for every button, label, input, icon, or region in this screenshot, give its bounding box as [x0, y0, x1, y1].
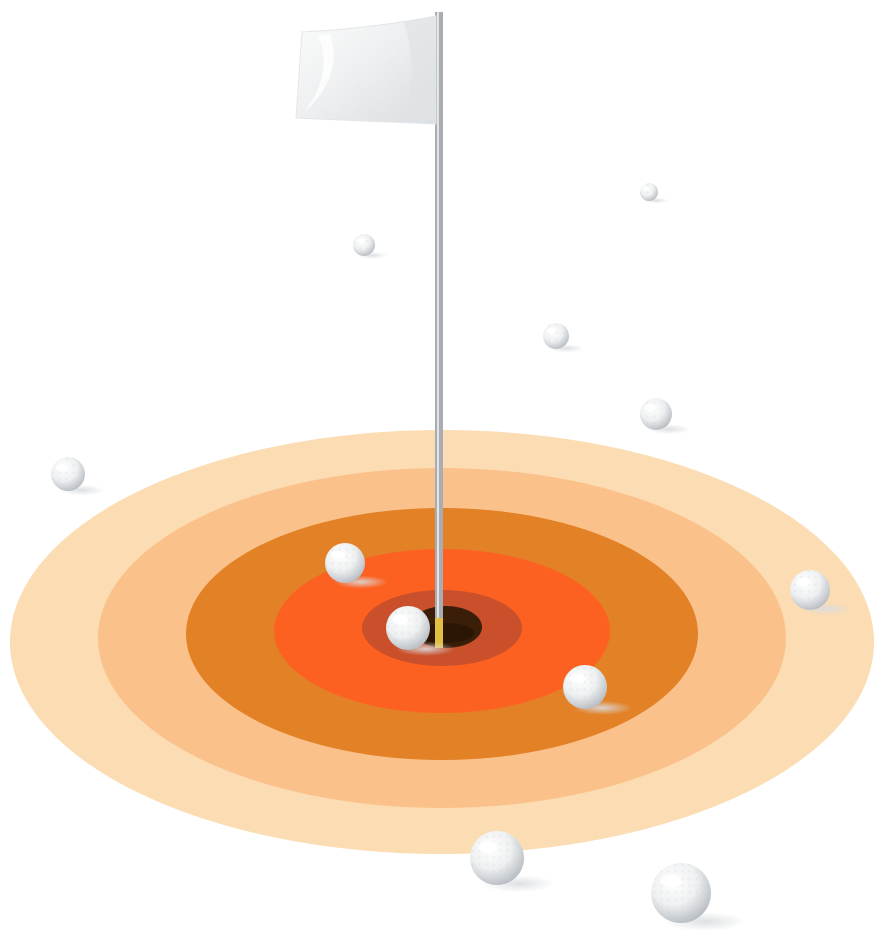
ball-dimples	[563, 665, 607, 709]
golf-ball-icon	[563, 665, 633, 715]
ball-dimples	[386, 606, 430, 650]
ball-dimples	[790, 570, 830, 610]
ball-highlight	[796, 577, 810, 587]
flag-pole-base	[435, 618, 443, 648]
ball-highlight	[331, 550, 345, 560]
golf-ball-icon	[640, 183, 669, 204]
ball-dimples	[640, 398, 672, 430]
flag-pole-highlight	[437, 12, 439, 648]
ball-dimples	[353, 234, 375, 256]
ball-highlight	[644, 404, 657, 412]
hole-depth	[418, 623, 474, 643]
golf-ball-icon	[51, 457, 105, 496]
flag-fold-shade	[400, 16, 436, 124]
golf-ball-icon	[386, 606, 456, 656]
ball-dimples	[470, 831, 524, 885]
ball-highlight	[642, 186, 649, 191]
ball-dimples	[51, 457, 85, 491]
ball-highlight	[56, 463, 68, 471]
ball-highlight	[356, 238, 364, 244]
golf-ball-icon	[543, 323, 584, 353]
ball-dimples	[651, 863, 711, 923]
golf-balls	[51, 183, 853, 932]
ball-highlight	[660, 874, 681, 888]
golf-ball-icon	[325, 543, 388, 589]
golf-ball-icon	[470, 831, 556, 893]
golf-ball-icon	[790, 570, 853, 616]
ball-highlight	[478, 841, 497, 854]
ball-highlight	[569, 673, 585, 684]
golf-flag-icon	[295, 12, 443, 648]
ball-dimples	[325, 543, 365, 583]
golf-ball-icon	[640, 398, 691, 435]
ball-dimples	[640, 183, 658, 201]
ball-dimples	[543, 323, 569, 349]
golf-hole	[410, 606, 482, 648]
flag-highlight	[304, 34, 334, 112]
ball-highlight	[546, 327, 556, 334]
golf-ball-icon	[651, 863, 746, 932]
golf-ball-icon	[353, 234, 388, 259]
ball-highlight	[392, 614, 408, 625]
